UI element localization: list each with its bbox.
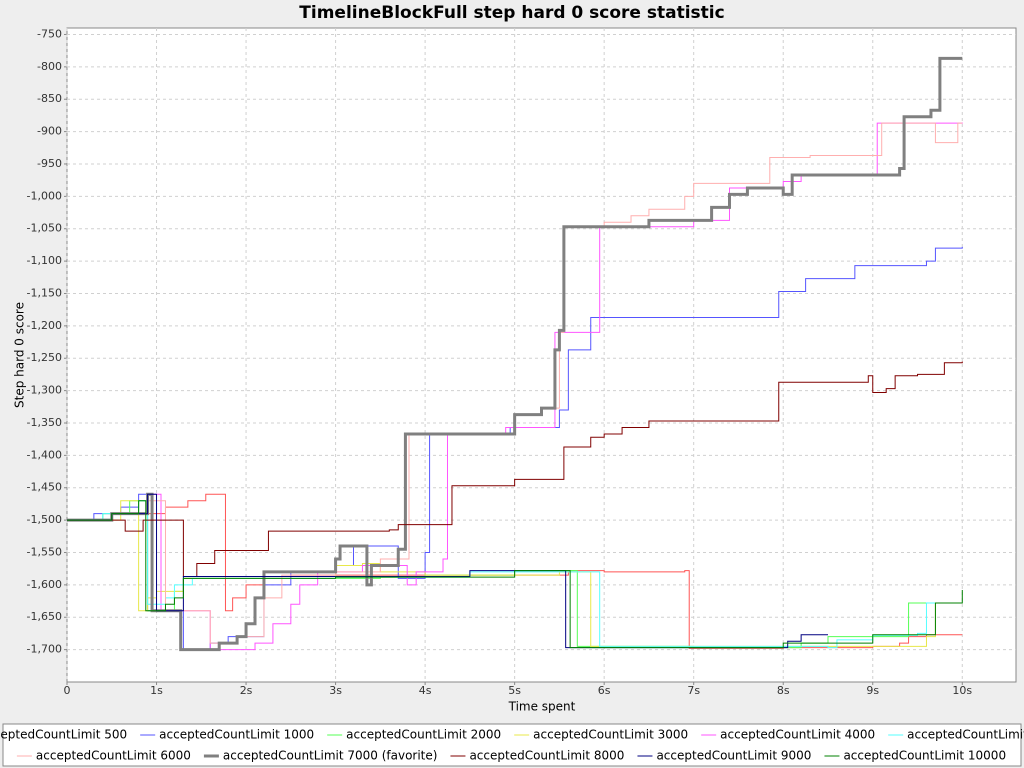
y-tick-label: -1,350: [27, 416, 62, 429]
y-tick-label: -1,550: [27, 545, 62, 558]
y-tick-label: -1,300: [27, 384, 62, 397]
x-tick-label: 0: [64, 684, 71, 697]
series-line: [67, 361, 963, 577]
x-tick-label: 1s: [150, 684, 163, 697]
y-tick-label: -1,000: [27, 189, 62, 202]
legend-label: acceptedCountLimit 500: [0, 728, 127, 742]
series-line: [67, 500, 963, 649]
x-tick-label: 9s: [866, 684, 879, 697]
x-axis-label: Time spent: [508, 700, 576, 714]
x-tick-label: 2s: [240, 684, 253, 697]
x-tick-label: 8s: [777, 684, 790, 697]
chart-title: TimelineBlockFull step hard 0 score stat…: [299, 3, 724, 23]
x-tick-label: 5s: [508, 684, 521, 697]
series-line: [67, 56, 963, 652]
legend-label: acceptedCountLimit 7000 (favorite): [223, 749, 438, 763]
legend-label: acceptedCountLimit 8000: [469, 749, 624, 763]
y-tick-label: -1,250: [27, 351, 62, 364]
legend-label: acceptedCountLimit 4000: [720, 728, 875, 742]
legend-label: acceptedCountLimit 9000: [656, 749, 811, 763]
x-tick-label: 7s: [687, 684, 700, 697]
x-tick-label: 6s: [598, 684, 611, 697]
y-tick-label: -1,600: [27, 578, 62, 591]
legend-label: acceptedCountLimit 3000: [533, 728, 688, 742]
y-tick-label: -900: [37, 125, 62, 138]
y-tick-label: -800: [37, 60, 62, 73]
y-tick-label: -750: [37, 27, 62, 40]
y-tick-label: -950: [37, 157, 62, 170]
y-axis-label: Step hard 0 score: [13, 302, 27, 408]
y-tick-label: -1,500: [27, 513, 62, 526]
series-line: [67, 493, 828, 649]
y-tick-label: -1,700: [27, 643, 62, 656]
legend-label: acceptedCountLimit 10000: [843, 749, 1006, 763]
y-tick-label: -1,450: [27, 481, 62, 494]
legend-label: acceptedCountLimit 1000: [159, 728, 314, 742]
legend: [2, 723, 1022, 767]
plot-area: [66, 27, 1017, 683]
y-tick-label: -1,050: [27, 222, 62, 235]
x-tick-label: 4s: [419, 684, 432, 697]
x-tick-label: 3s: [329, 684, 342, 697]
y-tick-label: -1,650: [27, 610, 62, 623]
y-tick-label: -1,200: [27, 319, 62, 332]
y-tick-label: -1,150: [27, 286, 62, 299]
legend-label: acceptedCountLimit 2000: [346, 728, 501, 742]
legend-label: acceptedCountLimit 5000: [907, 728, 1024, 742]
y-tick-label: -1,100: [27, 254, 62, 267]
y-tick-label: -1,400: [27, 448, 62, 461]
y-tick-label: -850: [37, 92, 62, 105]
x-tick-label: 10s: [952, 684, 972, 697]
legend-label: acceptedCountLimit 6000: [36, 749, 191, 763]
